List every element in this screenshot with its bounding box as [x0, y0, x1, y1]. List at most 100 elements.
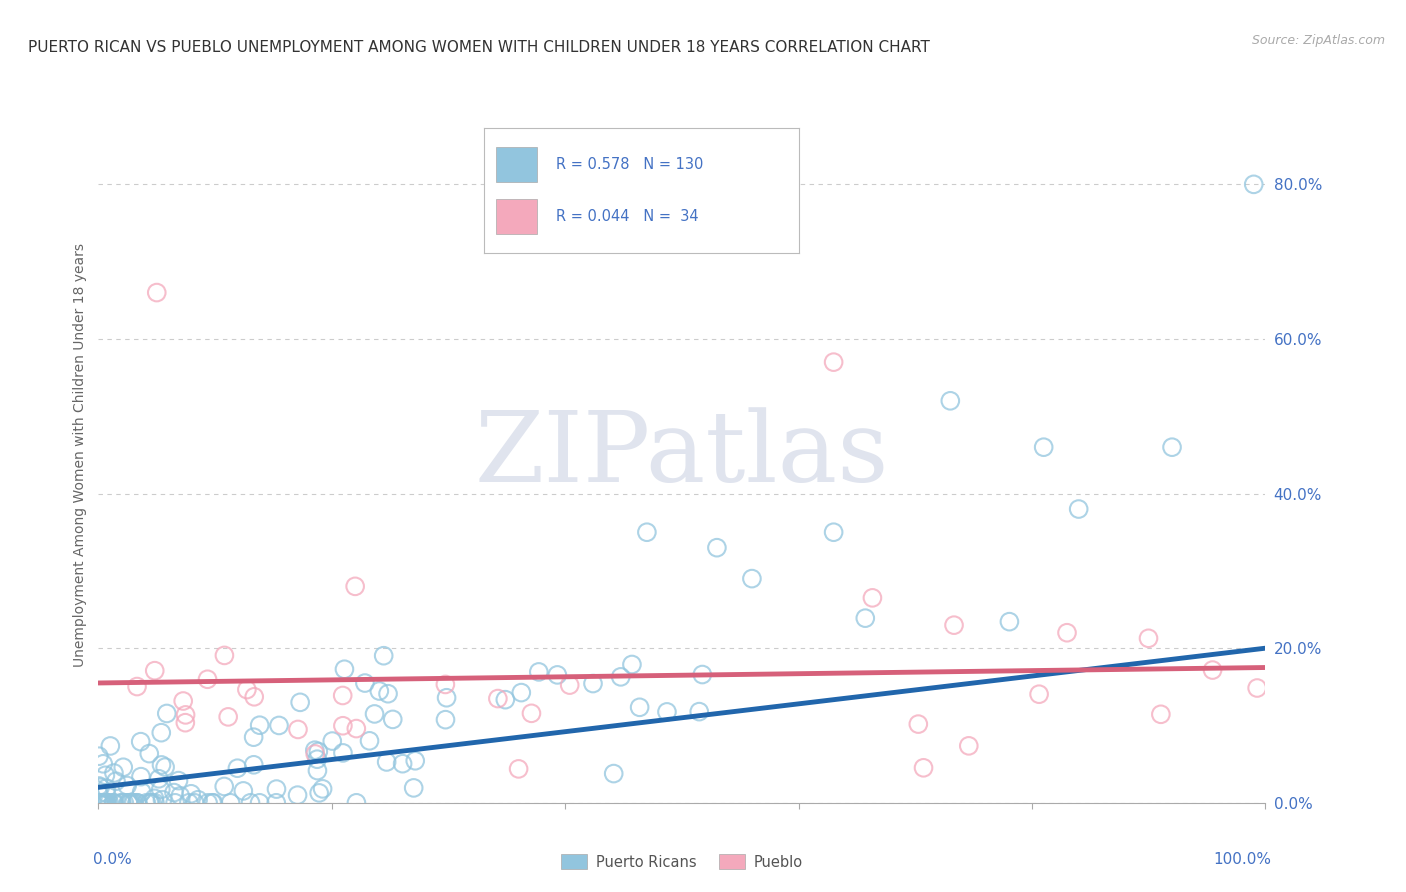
- Point: [180, 787, 202, 801]
- Point: [93, 796, 115, 810]
- Point: [239, 796, 262, 810]
- Point: [91, 796, 114, 810]
- Point: [558, 678, 581, 692]
- Point: [486, 691, 509, 706]
- Point: [1028, 687, 1050, 701]
- Point: [1246, 681, 1268, 695]
- Point: [165, 796, 187, 810]
- Point: [287, 788, 309, 802]
- Point: [94, 796, 117, 810]
- Point: [217, 710, 239, 724]
- Point: [1150, 707, 1173, 722]
- Point: [118, 796, 141, 810]
- Point: [943, 618, 966, 632]
- Point: [103, 796, 125, 810]
- Point: [434, 677, 457, 691]
- Point: [402, 780, 425, 795]
- Point: [636, 525, 658, 540]
- Point: [344, 579, 367, 593]
- Point: [90, 796, 112, 810]
- Point: [610, 670, 633, 684]
- Point: [98, 739, 121, 753]
- Point: [110, 796, 132, 810]
- Point: [143, 791, 166, 805]
- Point: [1137, 632, 1160, 646]
- Point: [202, 796, 225, 810]
- Point: [143, 796, 166, 810]
- Point: [127, 796, 149, 810]
- Point: [344, 722, 367, 736]
- Point: [267, 718, 290, 732]
- Point: [197, 796, 219, 810]
- Point: [150, 725, 173, 739]
- Point: [436, 690, 458, 705]
- Point: [249, 718, 271, 732]
- Point: [120, 796, 142, 810]
- Point: [127, 796, 149, 810]
- Point: [94, 768, 117, 782]
- Point: [264, 796, 287, 810]
- Point: [139, 796, 162, 810]
- Point: [304, 743, 326, 757]
- Point: [242, 757, 264, 772]
- Point: [183, 796, 205, 810]
- Point: [138, 796, 160, 810]
- Point: [546, 668, 568, 682]
- Point: [226, 761, 249, 775]
- Point: [141, 796, 163, 810]
- Point: [105, 774, 128, 789]
- Point: [214, 648, 236, 663]
- Y-axis label: Unemployment Among Women with Children Under 18 years: Unemployment Among Women with Children U…: [73, 243, 87, 667]
- Point: [307, 744, 329, 758]
- Point: [957, 739, 980, 753]
- Point: [823, 525, 845, 540]
- Point: [89, 780, 111, 795]
- Point: [359, 734, 381, 748]
- Legend: Puerto Ricans, Pueblo: Puerto Ricans, Pueblo: [555, 848, 808, 876]
- Point: [143, 664, 166, 678]
- Point: [332, 719, 354, 733]
- Point: [628, 700, 651, 714]
- Point: [741, 572, 763, 586]
- Point: [582, 676, 605, 690]
- Point: [125, 680, 148, 694]
- Point: [692, 667, 714, 681]
- Point: [242, 730, 264, 744]
- Point: [117, 796, 139, 810]
- Point: [187, 793, 209, 807]
- Point: [620, 657, 643, 672]
- Point: [201, 796, 224, 810]
- Point: [1067, 502, 1090, 516]
- Point: [381, 712, 404, 726]
- Point: [103, 796, 125, 810]
- Point: [939, 393, 962, 408]
- Point: [177, 796, 200, 810]
- Point: [89, 796, 111, 810]
- Point: [121, 796, 143, 810]
- Point: [368, 684, 391, 698]
- Point: [149, 782, 172, 797]
- Point: [174, 715, 197, 730]
- Point: [333, 662, 356, 676]
- Point: [1243, 178, 1265, 192]
- Text: 100.0%: 100.0%: [1213, 852, 1271, 866]
- Point: [404, 754, 426, 768]
- Point: [1161, 440, 1184, 454]
- Point: [266, 782, 288, 797]
- Point: [862, 591, 884, 605]
- Point: [148, 772, 170, 786]
- Point: [94, 796, 117, 810]
- Point: [89, 796, 111, 810]
- Point: [287, 723, 309, 737]
- Point: [219, 796, 242, 810]
- Point: [152, 793, 174, 807]
- Point: [87, 779, 110, 793]
- Point: [112, 796, 135, 810]
- Point: [232, 784, 254, 798]
- Point: [998, 615, 1021, 629]
- Point: [212, 780, 235, 794]
- Point: [1032, 440, 1054, 454]
- Point: [112, 760, 135, 774]
- Point: [93, 796, 115, 810]
- Point: [135, 796, 157, 810]
